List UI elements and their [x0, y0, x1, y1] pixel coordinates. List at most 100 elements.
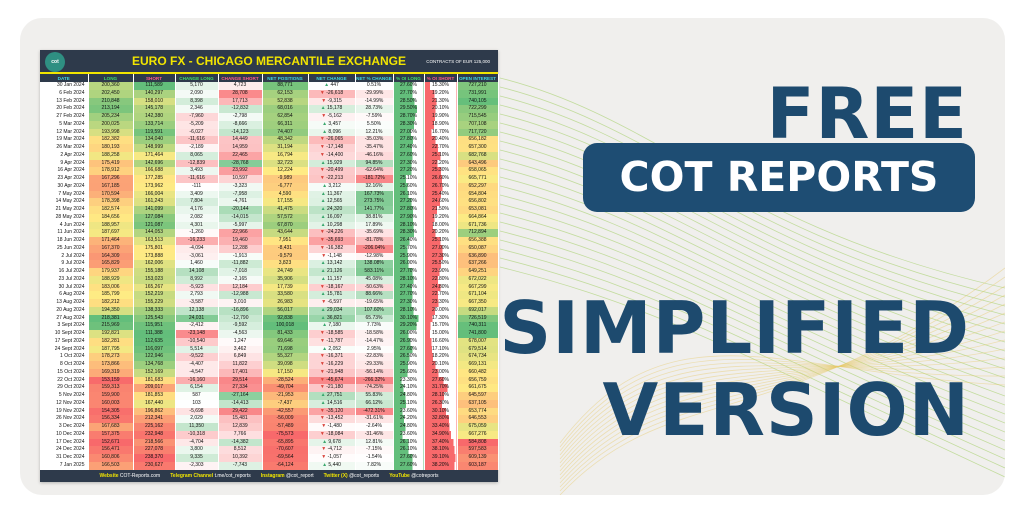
- cell-value: 17,150: [277, 368, 293, 375]
- cell-change-long: -2,303: [175, 461, 219, 470]
- cell-value: -6,777: [277, 182, 293, 189]
- arrow-up-icon: ▲: [322, 128, 329, 135]
- footer-link[interactable]: Instagram @cot_report: [261, 473, 314, 479]
- cell-net-positions: 33,580: [262, 291, 309, 299]
- cell-long: 192,821: [88, 330, 134, 338]
- cell-short: 155,229: [133, 299, 176, 307]
- cell-long: 187,697: [88, 229, 134, 237]
- cell-net-change: ▲ 14,516: [308, 399, 356, 408]
- cell-date: 23 Apr 2024: [40, 175, 89, 183]
- cell--oi-short: 20.40%: [424, 136, 458, 144]
- cell--oi-long: 29.50%: [393, 105, 425, 113]
- cell-net-positions: 68,016: [262, 105, 309, 113]
- cell-value: 230,627: [144, 461, 164, 468]
- cell--oi-long: 28.10%: [393, 306, 425, 315]
- cell-net-positions: 66,311: [262, 120, 309, 129]
- cell-value: 35,906: [277, 275, 293, 282]
- cell-value: 157,375: [101, 430, 120, 437]
- cell-value: -18,084: [326, 430, 344, 437]
- cell-value: 27.00%: [432, 244, 449, 251]
- cell-date: 19 Mar 2024: [40, 136, 89, 144]
- cell-open-interest: 667,276: [457, 430, 499, 439]
- cell-value: 715,545: [468, 113, 487, 120]
- cell-value: 39.10%: [432, 454, 449, 461]
- cell-short: 141,099: [133, 206, 176, 214]
- cell--oi-short: 25.30%: [424, 167, 458, 175]
- cell-net-change: ▼ -26,065: [308, 136, 356, 144]
- cell-value: 20.40%: [432, 136, 449, 143]
- cell-net-change: 38.81%: [355, 213, 394, 222]
- cell-value: 17.30%: [432, 314, 449, 321]
- footer-label: YouTube: [389, 472, 412, 479]
- cell-value: 2,793: [190, 291, 203, 298]
- table-row: 6 Feb 2024 202,450 140,297 2,090 28,708 62,15…: [40, 89, 499, 98]
- cell-value: 145,178: [144, 105, 164, 112]
- cell-net-change: ▲ 13,142: [308, 260, 356, 268]
- cell-long: 160,806: [88, 454, 134, 462]
- cell-net-change: ▲ 5,440: [308, 461, 356, 470]
- cell-net-positions: 48,342: [262, 136, 309, 144]
- footer-link[interactable]: Twitter (X) @cot_reports: [324, 473, 380, 479]
- cell-change-long: -11,616: [175, 175, 219, 183]
- cell-net-change: -266.32%: [355, 376, 394, 385]
- cell-change-short: 10,597: [218, 175, 263, 183]
- cell-open-interest: 678,007: [457, 337, 499, 346]
- cell-date: 7 May 2024: [40, 190, 89, 199]
- cell-value: -7,958: [232, 190, 248, 197]
- cell-value: 11,367: [327, 190, 343, 197]
- cell-value: 152,671: [101, 438, 120, 445]
- cell-value: -14,015: [231, 213, 249, 220]
- cell-short: 196,862: [133, 407, 176, 416]
- cell--oi-short: 18.20%: [424, 353, 458, 361]
- cell-value: 134,768: [144, 361, 164, 368]
- cell-long: 193,998: [88, 128, 134, 137]
- table-row: 23 Apr 2024 167,296 177,285 -11,616 10,597 -9…: [40, 175, 499, 183]
- cell-net-change: ▲ 11,367: [308, 190, 356, 199]
- cell-net-positions: -8,431: [262, 244, 309, 253]
- cell-value: 24 Dec 2024: [56, 446, 85, 453]
- cell--oi-long: 24.80%: [393, 423, 425, 431]
- cell-value: 4,723: [233, 82, 247, 89]
- cell-date: 12 Nov 2024: [40, 399, 89, 408]
- footer-link[interactable]: Telegram Channel t.me/cot_reports: [170, 473, 251, 479]
- cell-net-positions: -56,009: [262, 415, 309, 423]
- decorative-curve: [499, 266, 1005, 478]
- cell-value: 100,018: [275, 322, 295, 329]
- footer-link[interactable]: Website COT-Reports.com: [99, 473, 160, 479]
- cell--oi-long: 25.60%: [393, 182, 425, 191]
- cell-open-interest: 658,065: [457, 167, 499, 175]
- cell-value: 643,496: [468, 159, 487, 166]
- column-header: % OI SHORT: [424, 74, 458, 82]
- cell-change-long: -10,540: [175, 337, 219, 346]
- cell-value: -24,226: [326, 229, 344, 236]
- cell-change-long: 7,804: [175, 198, 219, 206]
- cell-value: -57,489: [276, 423, 294, 430]
- cell-net-change: ▼ -16,382: [308, 244, 356, 253]
- cell-net-change: ▼ -1,148: [308, 252, 356, 261]
- cell-value: 179,937: [101, 268, 120, 275]
- cell-value: 31.70%: [432, 384, 449, 391]
- cell-value: 13 Feb 2024: [56, 97, 85, 104]
- cell-value: 30 Apr 2024: [57, 182, 85, 189]
- cell-value: -46.16%: [364, 151, 384, 158]
- cell-long: 202,450: [88, 89, 134, 98]
- cell-change-long: 2,793: [175, 291, 219, 299]
- cell-value: 167,440: [144, 399, 164, 406]
- column-header[interactable]: DATE: [40, 74, 89, 82]
- cell-value: 14,108: [188, 268, 205, 275]
- footer-link[interactable]: YouTube @cotreports: [389, 473, 438, 479]
- decorative-curve: [499, 167, 1005, 379]
- cell-change-short: -2,165: [218, 275, 263, 284]
- cell-value: 7,804: [190, 198, 203, 205]
- arrow-down-icon: ▼: [319, 283, 327, 290]
- cell-net-change: ▼ -24,226: [308, 229, 356, 237]
- cell-open-interest: 671,104: [457, 291, 499, 299]
- cell-value: 17,739: [277, 283, 293, 290]
- cell--oi-short: 21.50%: [424, 206, 458, 214]
- cell-value: 14,959: [232, 144, 248, 151]
- cell-value: 43,644: [277, 229, 293, 236]
- cell-value: -7.15%: [366, 446, 382, 453]
- arrow-up-icon: ▲: [320, 291, 328, 298]
- cell-value: 7 May 2024: [58, 190, 85, 197]
- cell-change-long: 4,176: [175, 206, 219, 214]
